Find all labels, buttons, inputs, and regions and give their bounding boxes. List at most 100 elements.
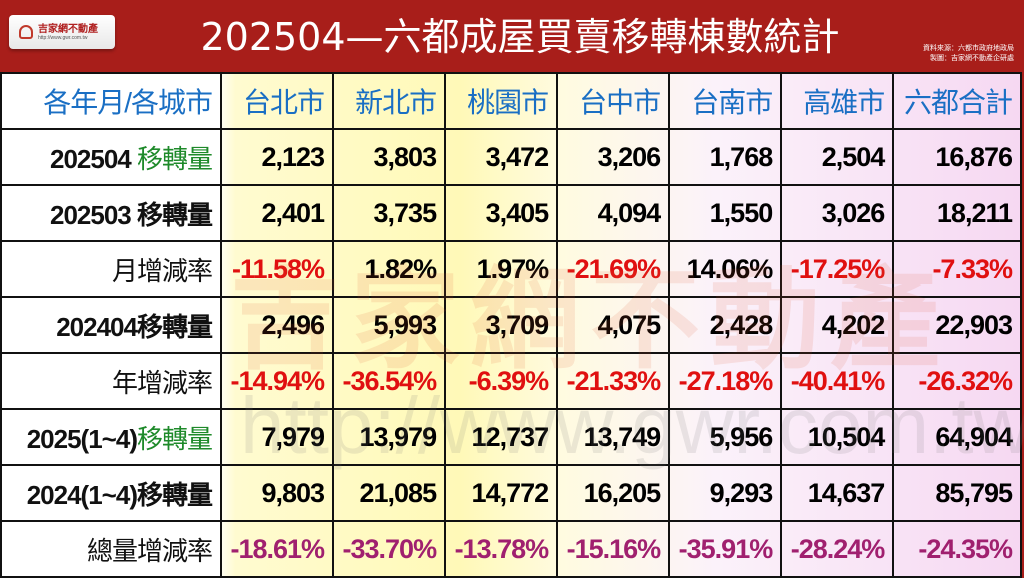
credit-line: 製圖：吉家網不動產企研處 (930, 55, 1014, 62)
row-label: 2024(1~4)移轉量 (0, 464, 222, 522)
row-label-metric: 移轉量 (136, 423, 213, 454)
table-cell: -14.94% (219, 352, 335, 410)
table-cell: -13.78% (444, 520, 559, 578)
table-cell: 21,085 (332, 464, 447, 522)
column-header: 六都合計 (892, 72, 1022, 130)
table-row: 202503 移轉量 2,401 3,735 3,405 4,094 1,550 3,026… (0, 184, 1022, 242)
table-cell: 85,795 (892, 464, 1022, 522)
table-cell: 4,075 (556, 296, 671, 354)
table-row: 月增減率 -11.58% 1.82% 1.97% -21.69% 14.06% -17.25… (0, 240, 1022, 298)
table-cell: -27.18% (668, 352, 783, 410)
table-cell: 4,202 (780, 296, 895, 354)
table-cell: 1.82% (332, 240, 447, 298)
table-cell: 4,094 (556, 184, 671, 242)
row-label-metric: 年增減率 (111, 367, 213, 398)
table-cell: -7.33% (892, 240, 1022, 298)
row-label: 202404移轉量 (0, 296, 222, 354)
table-cell: 1,768 (668, 128, 783, 186)
row-label: 總量增減率 (0, 520, 222, 578)
page-title: 202504—六都成屋買賣移轉棟數統計 (200, 15, 840, 59)
table-cell: 5,993 (332, 296, 447, 354)
column-header: 台中市 (556, 72, 671, 130)
table-cell: -15.16% (556, 520, 671, 578)
transfer-table: 各年月/各城市 台北市 新北市 桃園市 台中市 台南市 高雄市 六都合計 202504 移轉量 2… (0, 72, 1022, 578)
table-cell: 16,205 (556, 464, 671, 522)
header-row: 各年月/各城市 台北市 新北市 桃園市 台中市 台南市 高雄市 六都合計 (0, 72, 1022, 130)
table-cell: 10,504 (780, 408, 895, 466)
table-cell: 3,206 (556, 128, 671, 186)
column-header: 各年月/各城市 (0, 72, 222, 130)
table-row: 2025(1~4)移轉量 7,979 13,979 12,737 13,749 5,956… (0, 408, 1022, 466)
row-label-metric: 移轉量 (136, 311, 213, 342)
logo: 吉家網不動產 http://www.gwr.com.tw (9, 15, 115, 49)
row-label-period: 2024(1~4) (26, 479, 138, 510)
table-cell: -24.35% (892, 520, 1022, 578)
table-cell: 3,472 (444, 128, 559, 186)
table-cell: -18.61% (219, 520, 335, 578)
table-cell: 1,550 (668, 184, 783, 242)
table-cell: -35.91% (668, 520, 783, 578)
row-label-metric: 移轉量 (136, 199, 213, 230)
table-cell: 1.97% (444, 240, 559, 298)
row-label: 2025(1~4)移轉量 (0, 408, 222, 466)
table-cell: 3,405 (444, 184, 559, 242)
logo-url: http://www.gwr.com.tw (38, 34, 88, 41)
column-header: 桃園市 (444, 72, 559, 130)
table-cell: 2,428 (668, 296, 783, 354)
table-row: 年增減率 -14.94% -36.54% -6.39% -21.33% -27.18% -4… (0, 352, 1022, 410)
table-cell: -21.69% (556, 240, 671, 298)
table-cell: -17.25% (780, 240, 895, 298)
column-header: 新北市 (332, 72, 447, 130)
table-cell: -36.54% (332, 352, 447, 410)
table-cell: 18,211 (892, 184, 1022, 242)
row-label-metric: 移轉量 (136, 479, 213, 510)
row-label-period: 202504 (50, 143, 137, 174)
table-cell: -40.41% (780, 352, 895, 410)
table-cell: 14.06% (668, 240, 783, 298)
logo-name: 吉家網不動產 (38, 23, 98, 35)
table-cell: 16,876 (892, 128, 1022, 186)
table-cell: 2,401 (219, 184, 335, 242)
title-bar: 吉家網不動產 http://www.gwr.com.tw 202504—六都成屋… (0, 0, 1024, 72)
source-line: 資料來源：六都市政府地政局 (923, 45, 1014, 52)
table-row: 202404移轉量 2,496 5,993 3,709 4,075 2,428 4,202 2… (0, 296, 1022, 354)
table-cell: -21.33% (556, 352, 671, 410)
column-header: 台北市 (219, 72, 335, 130)
table-cell: 5,956 (668, 408, 783, 466)
house-logo-icon (19, 25, 33, 39)
table-cell: 9,293 (668, 464, 783, 522)
table-cell: 2,123 (219, 128, 335, 186)
source-note: 資料來源：六都市政府地政局 製圖：吉家網不動產企研處 (923, 44, 1014, 64)
row-label: 202503 移轉量 (0, 184, 222, 242)
table-cell: -11.58% (219, 240, 335, 298)
table-cell: -28.24% (780, 520, 895, 578)
row-label-period: 2025(1~4) (26, 423, 138, 454)
table-cell: 3,735 (332, 184, 447, 242)
table-cell: 13,749 (556, 408, 671, 466)
table-cell: 13,979 (332, 408, 447, 466)
table-cell: 3,803 (332, 128, 447, 186)
row-label: 年增減率 (0, 352, 222, 410)
table-cell: -33.70% (332, 520, 447, 578)
row-label-period: 202404 (56, 311, 138, 342)
table-cell: 14,637 (780, 464, 895, 522)
table-cell: 7,979 (219, 408, 335, 466)
table-row: 總量增減率 -18.61% -33.70% -13.78% -15.16% -35.91%… (0, 520, 1022, 578)
column-header: 高雄市 (780, 72, 895, 130)
table-cell: 2,496 (219, 296, 335, 354)
table-cell: 14,772 (444, 464, 559, 522)
table-cell: -26.32% (892, 352, 1022, 410)
table-cell: 64,904 (892, 408, 1022, 466)
row-label: 月增減率 (0, 240, 222, 298)
row-label-metric: 移轉量 (136, 143, 213, 174)
column-header: 台南市 (668, 72, 783, 130)
row-label-period: 202503 (50, 199, 137, 230)
table-cell: 3,026 (780, 184, 895, 242)
table-row: 2024(1~4)移轉量 9,803 21,085 14,772 16,205 9,293… (0, 464, 1022, 522)
table-cell: 9,803 (219, 464, 335, 522)
table-cell: -6.39% (444, 352, 559, 410)
table-cell: 3,709 (444, 296, 559, 354)
table-cell: 22,903 (892, 296, 1022, 354)
row-label-metric: 總量增減率 (86, 535, 213, 566)
table-cell: 12,737 (444, 408, 559, 466)
